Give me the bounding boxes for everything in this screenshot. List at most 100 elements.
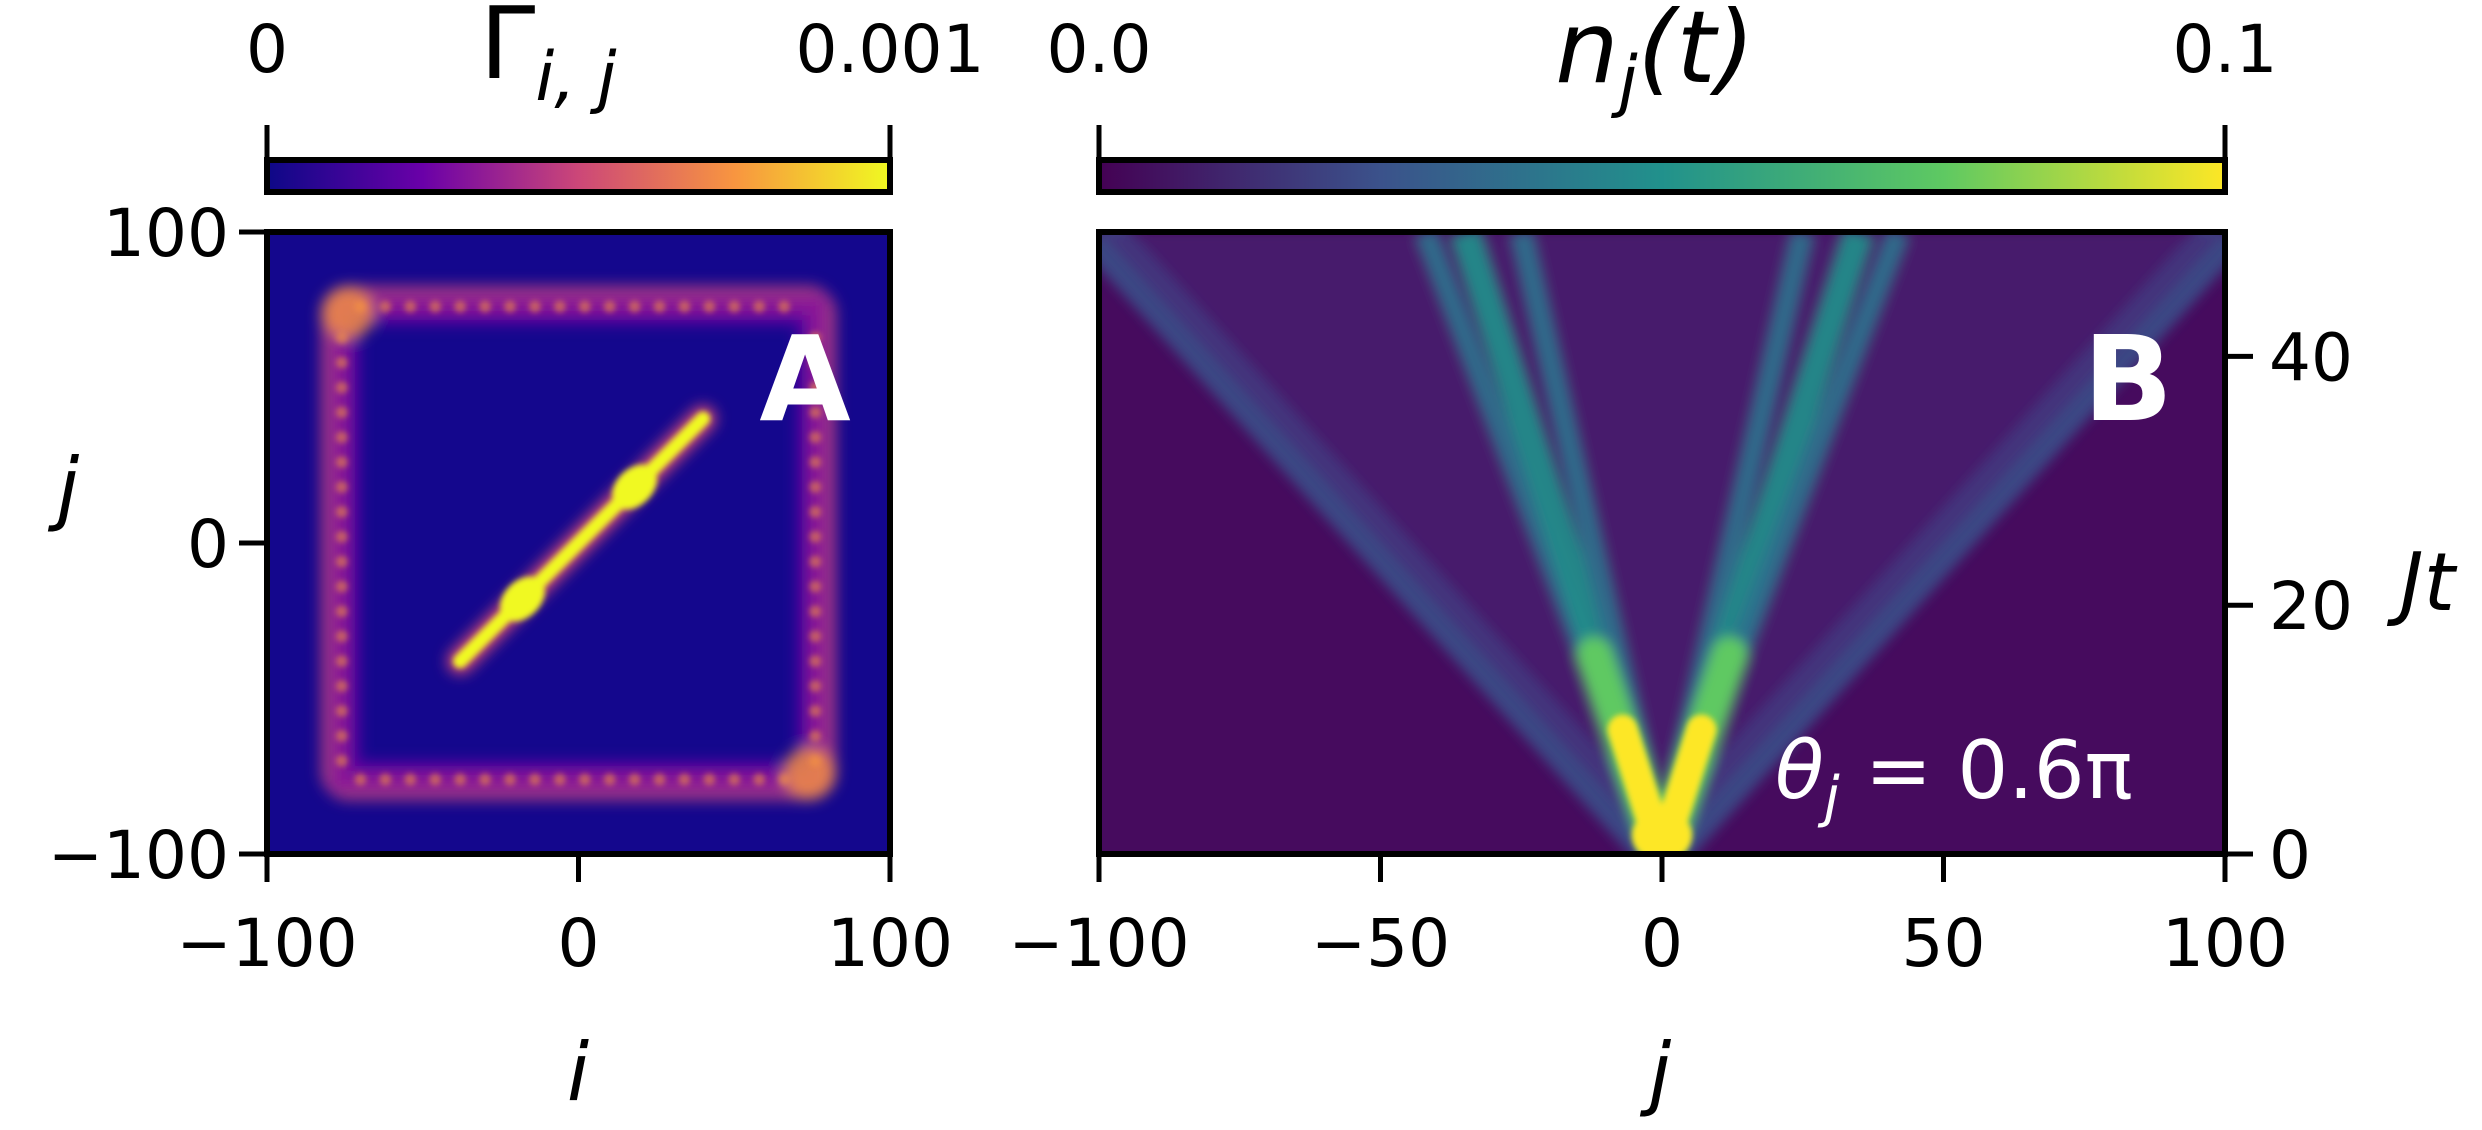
ring-dot — [703, 300, 716, 313]
ring-dot — [335, 704, 348, 717]
colorbar-a-max-label: 0.001 — [796, 11, 985, 88]
ring-dot — [335, 655, 348, 668]
ring-dot — [479, 300, 492, 313]
ring-dot — [809, 680, 822, 693]
tick-label: 100 — [827, 905, 953, 982]
tick-label: 0 — [1641, 905, 1683, 982]
panel-a-letter: A — [759, 310, 850, 448]
colorbar-b-frame — [1096, 157, 2228, 195]
panel-b: 0.0 0.1 nj(t) B θj = 0.6π −100 −50 0 50 100 … — [1008, 0, 2457, 1119]
tick-label: −100 — [176, 905, 357, 982]
ring-dot — [335, 356, 348, 369]
ring-dot — [809, 331, 822, 344]
ring-dot — [809, 630, 822, 643]
ring-dot — [354, 773, 367, 786]
ring-dot — [335, 555, 348, 568]
ring-dot — [528, 773, 541, 786]
tick-label: 100 — [2162, 905, 2288, 982]
theta-annotation: θj = 0.6π — [1775, 724, 2133, 830]
ring-dot — [335, 680, 348, 693]
ring-dot — [603, 773, 616, 786]
tick-label: −100 — [48, 817, 229, 894]
ring-dot — [335, 630, 348, 643]
ring-dot — [479, 773, 492, 786]
ring-dot — [503, 300, 516, 313]
tick-label: 0 — [2269, 817, 2311, 894]
ring-dot — [678, 300, 691, 313]
ring-dot — [335, 505, 348, 518]
panel-a: 0 0.001 Γi, j A −100 0 100 −100 0 100 i j — [47, 0, 985, 1119]
tick-label: 40 — [2269, 319, 2353, 396]
ring-dot — [379, 300, 392, 313]
panel-b-title: nj(t) — [1555, 0, 1755, 121]
ring-dot — [728, 300, 741, 313]
ring-dot — [809, 406, 822, 419]
ring-dot — [809, 530, 822, 543]
colorbar-a: 0 0.001 Γi, j — [246, 0, 985, 195]
ring-dot — [454, 300, 467, 313]
ring-dot — [753, 300, 766, 313]
panel-b-ylabel: Jt — [2386, 536, 2458, 629]
colorbar-a-frame — [264, 157, 893, 195]
ring-dot — [454, 773, 467, 786]
ring-dot — [553, 773, 566, 786]
colorbar-a-min-label: 0 — [246, 11, 288, 88]
colorbar-b-max-label: 0.1 — [2173, 11, 2278, 88]
ring-dot — [528, 300, 541, 313]
ring-dot — [778, 300, 791, 313]
ring-dot — [628, 300, 641, 313]
ring-dot — [809, 381, 822, 394]
ring-dot — [809, 704, 822, 717]
colorbar-a-gradient — [267, 160, 890, 192]
ring-dot — [553, 300, 566, 313]
ring-dot — [335, 754, 348, 767]
tick-label: 100 — [103, 195, 229, 272]
panel-b-xlabel: j — [1639, 1026, 1672, 1119]
ring-dot — [404, 300, 417, 313]
tick-label: 0 — [558, 905, 600, 982]
tick-label: 0 — [187, 506, 229, 583]
heatmap-b — [1099, 232, 2225, 854]
tick-label: 20 — [2269, 568, 2353, 645]
ring-dot — [429, 773, 442, 786]
diagonal-bright-spot-1 — [500, 576, 545, 622]
ring-dot — [379, 773, 392, 786]
origin-spot — [1632, 809, 1692, 854]
ring-dot — [809, 729, 822, 742]
panel-a-xlabel: i — [567, 1026, 589, 1119]
colorbar-b-min-label: 0.0 — [1047, 11, 1152, 88]
ring-dot — [809, 754, 822, 767]
ring-dot — [753, 773, 766, 786]
ring-corner-spot-1 — [321, 286, 374, 339]
ring-dot — [809, 356, 822, 369]
ring-dot — [703, 773, 716, 786]
ring-dot — [603, 300, 616, 313]
ring-dot — [335, 580, 348, 593]
ring-dot — [335, 406, 348, 419]
tick-label: −50 — [1311, 905, 1450, 982]
tick-label: −100 — [1008, 905, 1189, 982]
ring-dot — [728, 773, 741, 786]
ring-dot — [628, 773, 641, 786]
ring-dot — [335, 331, 348, 344]
ring-dot — [335, 729, 348, 742]
ring-corner-spot-2 — [783, 747, 836, 800]
ring-dot — [404, 773, 417, 786]
ring-dot — [429, 300, 442, 313]
panel-a-title: Γi, j — [480, 0, 617, 117]
ring-dot — [335, 530, 348, 543]
ring-dot — [778, 773, 791, 786]
ring-dot — [809, 481, 822, 494]
colorbar-b: 0.0 0.1 nj(t) — [1047, 0, 2278, 195]
ring-dot — [678, 773, 691, 786]
ring-dot — [809, 580, 822, 593]
ring-dot — [578, 300, 591, 313]
ring-dot — [335, 431, 348, 444]
light-cone-fill — [1099, 232, 2225, 854]
ring-dot — [809, 555, 822, 568]
ring-dot — [335, 605, 348, 618]
ring-dot — [653, 300, 666, 313]
ring-dot — [809, 605, 822, 618]
ring-dot — [335, 456, 348, 469]
